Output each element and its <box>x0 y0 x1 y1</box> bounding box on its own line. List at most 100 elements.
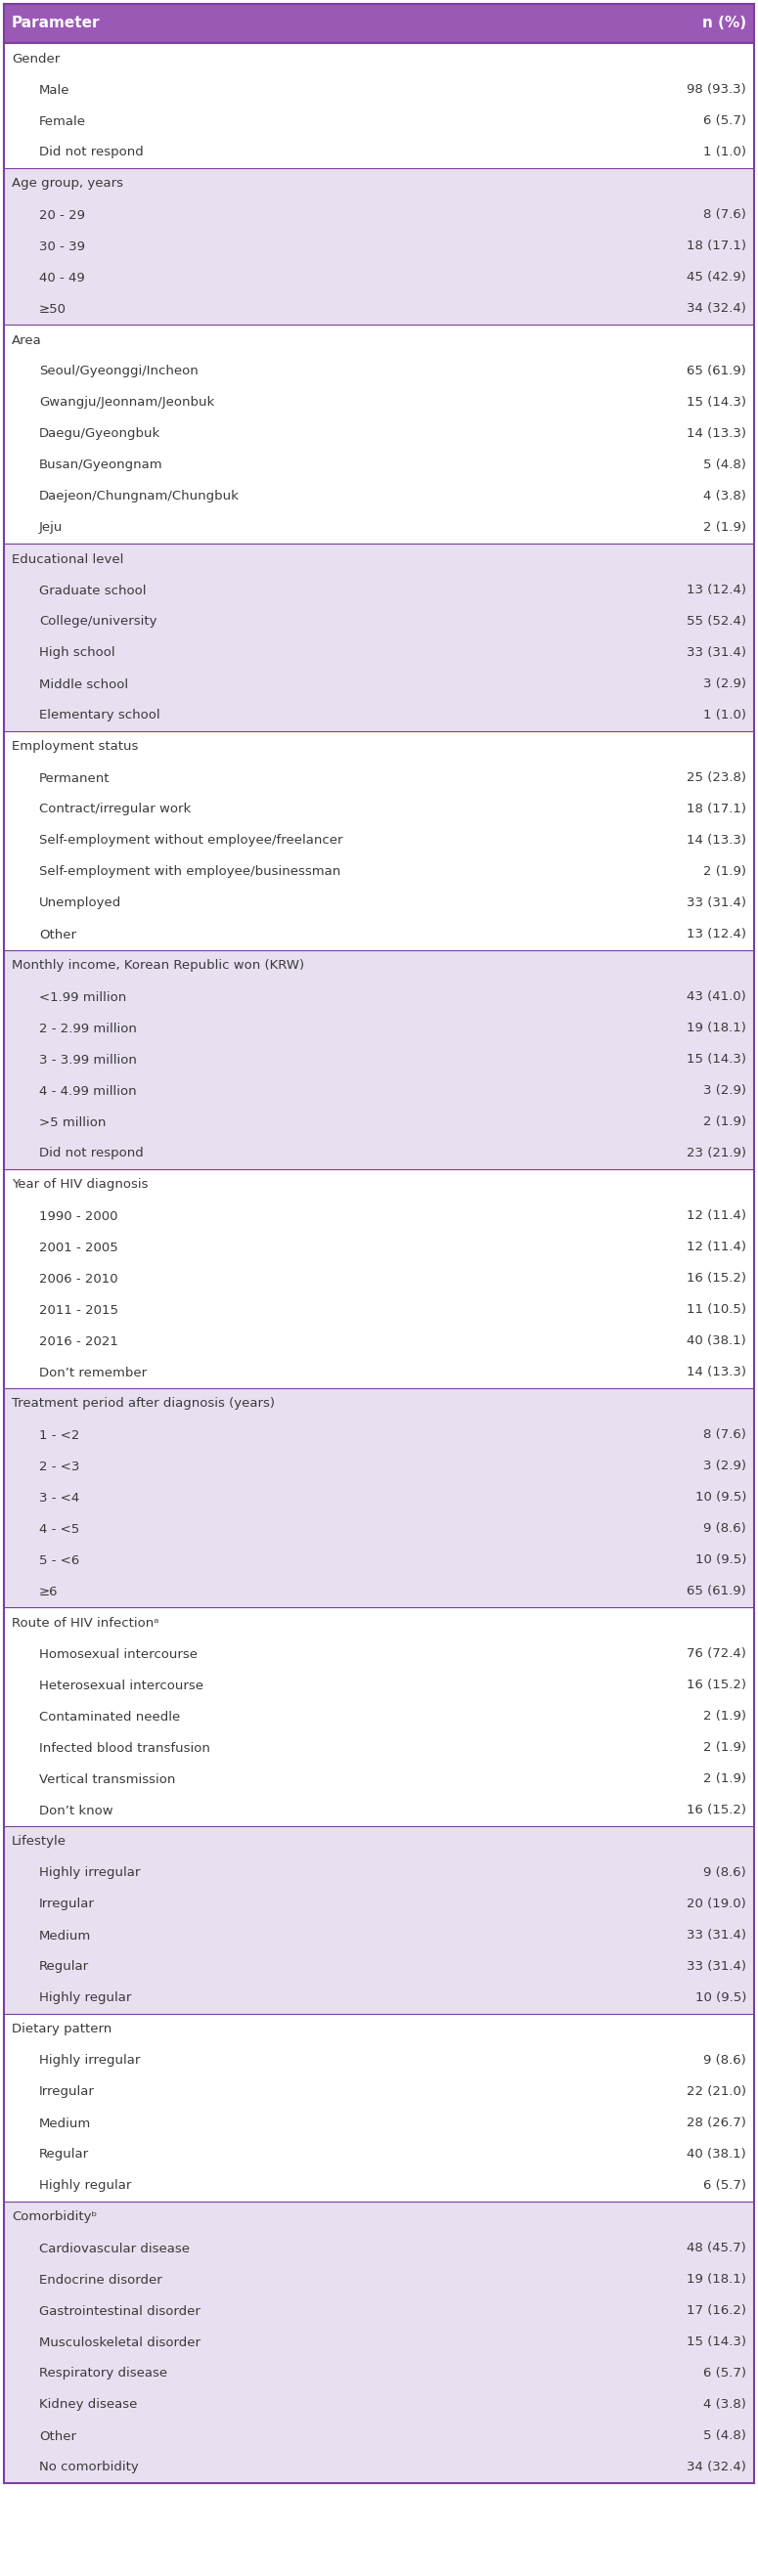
Bar <box>4 2326 754 2357</box>
Text: Musculoskeletal disorder: Musculoskeletal disorder <box>39 2336 201 2349</box>
Text: ≥50: ≥50 <box>39 301 67 314</box>
Text: 14 (13.3): 14 (13.3) <box>687 428 747 440</box>
Bar <box>4 167 754 198</box>
Text: 1 (1.0): 1 (1.0) <box>703 708 747 721</box>
Text: Endocrine disorder: Endocrine disorder <box>39 2275 162 2285</box>
Text: 11 (10.5): 11 (10.5) <box>687 1303 747 1316</box>
Text: 2 (1.9): 2 (1.9) <box>703 1710 747 1723</box>
Text: Respiratory disease: Respiratory disease <box>39 2367 168 2380</box>
Text: 2001 - 2005: 2001 - 2005 <box>39 1242 118 1255</box>
Bar <box>4 1700 754 1731</box>
Text: 15 (14.3): 15 (14.3) <box>687 397 747 410</box>
Bar <box>4 1638 754 1669</box>
Text: 65 (61.9): 65 (61.9) <box>687 1584 747 1597</box>
Bar <box>4 981 754 1012</box>
Text: Other: Other <box>39 927 77 940</box>
Text: Unemployed: Unemployed <box>39 896 121 909</box>
Bar <box>4 2045 754 2076</box>
Text: 16 (15.2): 16 (15.2) <box>687 1803 747 1816</box>
Text: High school: High school <box>39 647 115 659</box>
Text: 40 (38.1): 40 (38.1) <box>687 2148 747 2161</box>
Bar <box>4 1327 754 1358</box>
Bar <box>4 2357 754 2391</box>
Text: 65 (61.9): 65 (61.9) <box>687 366 747 379</box>
Text: Comorbidityᵇ: Comorbidityᵇ <box>11 2210 97 2223</box>
Text: Lifestyle: Lifestyle <box>11 1837 67 1847</box>
Text: Contract/irregular work: Contract/irregular work <box>39 804 191 817</box>
Bar <box>4 1669 754 1700</box>
Text: College/university: College/university <box>39 616 157 629</box>
Text: 40 (38.1): 40 (38.1) <box>687 1334 747 1347</box>
Bar <box>4 2295 754 2326</box>
Text: 28 (26.7): 28 (26.7) <box>687 2117 747 2130</box>
Text: Jeju: Jeju <box>39 520 63 533</box>
Text: Irregular: Irregular <box>39 2087 95 2099</box>
Text: 3 (2.9): 3 (2.9) <box>703 1461 747 1473</box>
Bar <box>4 1170 754 1200</box>
Bar <box>4 1795 754 1826</box>
Bar <box>4 1919 754 1950</box>
Bar <box>4 1293 754 1327</box>
Text: Route of HIV infectionᵃ: Route of HIV infectionᵃ <box>11 1618 159 1628</box>
Text: 2 (1.9): 2 (1.9) <box>703 520 747 533</box>
Text: Highly irregular: Highly irregular <box>39 1868 140 1880</box>
Text: 16 (15.2): 16 (15.2) <box>687 1273 747 1285</box>
Text: Medium: Medium <box>39 2117 91 2130</box>
Text: 16 (15.2): 16 (15.2) <box>687 1680 747 1692</box>
Bar <box>4 1139 754 1170</box>
Text: Did not respond: Did not respond <box>39 147 143 160</box>
Bar <box>4 294 754 325</box>
Text: 34 (32.4): 34 (32.4) <box>687 2460 747 2473</box>
Text: 2006 - 2010: 2006 - 2010 <box>39 1273 118 1285</box>
Bar <box>4 325 754 355</box>
Text: n (%): n (%) <box>702 15 747 31</box>
Bar <box>4 2202 754 2233</box>
Bar <box>4 417 754 451</box>
Bar <box>4 1388 754 1419</box>
Text: 19 (18.1): 19 (18.1) <box>687 1023 747 1036</box>
Text: Elementary school: Elementary school <box>39 708 160 721</box>
Text: Homosexual intercourse: Homosexual intercourse <box>39 1649 198 1662</box>
Text: 12 (11.4): 12 (11.4) <box>687 1242 747 1255</box>
Text: 10 (9.5): 10 (9.5) <box>695 1492 747 1504</box>
Text: 9 (8.6): 9 (8.6) <box>703 1868 747 1880</box>
Text: 33 (31.4): 33 (31.4) <box>687 1960 747 1973</box>
Text: 2 (1.9): 2 (1.9) <box>703 866 747 878</box>
Text: 43 (41.0): 43 (41.0) <box>687 992 747 1005</box>
Bar <box>4 1950 754 1984</box>
Bar <box>4 762 754 793</box>
Text: 3 (2.9): 3 (2.9) <box>703 1084 747 1097</box>
Text: 14 (13.3): 14 (13.3) <box>687 1365 747 1378</box>
Text: Parameter: Parameter <box>11 15 100 31</box>
Text: 2 - 2.99 million: 2 - 2.99 million <box>39 1023 136 1036</box>
Bar <box>4 355 754 386</box>
Bar <box>4 44 754 75</box>
Text: Permanent: Permanent <box>39 773 110 786</box>
Text: Female: Female <box>39 116 86 129</box>
Text: 3 - 3.99 million: 3 - 3.99 million <box>39 1054 136 1066</box>
Text: Cardiovascular disease: Cardiovascular disease <box>39 2241 190 2254</box>
Text: 19 (18.1): 19 (18.1) <box>687 2275 747 2285</box>
Text: 10 (9.5): 10 (9.5) <box>695 1553 747 1566</box>
Text: Highly irregular: Highly irregular <box>39 2056 140 2066</box>
Text: >5 million: >5 million <box>39 1115 106 1128</box>
Bar <box>4 263 754 294</box>
Bar <box>4 386 754 417</box>
Text: 33 (31.4): 33 (31.4) <box>687 647 747 659</box>
Bar <box>4 2421 754 2452</box>
Text: Vertical transmission: Vertical transmission <box>39 1772 175 1785</box>
Text: 14 (13.3): 14 (13.3) <box>687 835 747 848</box>
Bar <box>4 1074 754 1108</box>
Text: Area: Area <box>11 335 42 348</box>
Text: 5 (4.8): 5 (4.8) <box>703 2429 747 2442</box>
Text: 30 - 39: 30 - 39 <box>39 240 85 252</box>
Text: ≥6: ≥6 <box>39 1584 58 1597</box>
Text: Graduate school: Graduate school <box>39 585 146 598</box>
Text: Don’t know: Don’t know <box>39 1803 113 1816</box>
Text: 2 (1.9): 2 (1.9) <box>703 1741 747 1754</box>
Text: 2 (1.9): 2 (1.9) <box>703 1772 747 1785</box>
Text: 9 (8.6): 9 (8.6) <box>703 2056 747 2066</box>
Text: Gastrointestinal disorder: Gastrointestinal disorder <box>39 2306 200 2318</box>
Bar <box>4 2452 754 2483</box>
Bar <box>4 2391 754 2421</box>
